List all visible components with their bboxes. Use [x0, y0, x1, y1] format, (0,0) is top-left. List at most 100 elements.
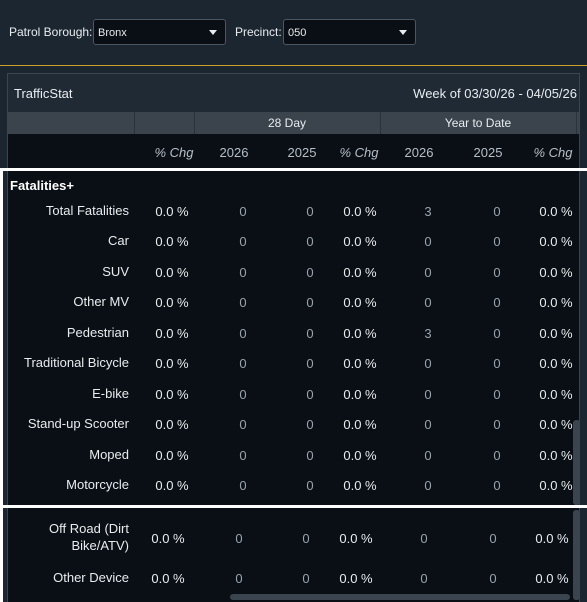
- table-cell: 0.0 %: [539, 417, 573, 432]
- table-cell: 0.0 %: [339, 571, 373, 586]
- table-row: 0.0 % 0 0 0.0 % 0 0 0.0 % Other Device: [0, 570, 587, 600]
- table-row: 0.0 % 0 0 0.0 % 3 0 0.0 % Pedestrian: [0, 325, 587, 355]
- precinct-select-value: 050: [288, 27, 307, 39]
- table-cell: 0: [424, 387, 432, 402]
- table-cell: 0.0 %: [343, 265, 377, 280]
- group-28-day: 28 Day: [267, 116, 307, 130]
- table-cell: 0: [424, 356, 432, 371]
- table-cell: 0.0 %: [539, 265, 573, 280]
- table-cell: 0: [306, 265, 314, 280]
- table-cell: 0: [493, 387, 501, 402]
- table-cell: 0: [424, 417, 432, 432]
- group-divider: [576, 112, 577, 134]
- table-row: 0.0 % 0 0 0.0 % 0 0 0.0 % Car: [0, 233, 587, 263]
- table-row: 0.0 % 0 0 0.0 % 0 0 0.0 % Motorcycle: [0, 477, 587, 507]
- table-cell: 0: [239, 326, 247, 341]
- row-label: Moped: [89, 447, 129, 462]
- precinct-select[interactable]: 050: [283, 19, 416, 45]
- table-cell: 0.0 %: [343, 478, 377, 493]
- borough-select[interactable]: Bronx: [93, 19, 226, 45]
- table-cell: 0.0 %: [539, 478, 573, 493]
- table-cell: 0: [239, 387, 247, 402]
- table-cell: 0: [493, 265, 501, 280]
- col-ytd-2025[interactable]: 2025: [473, 145, 503, 160]
- table-cell: 0: [420, 571, 428, 586]
- column-header-row: % Chg 2026 2025 % Chg 2026 2025 % Chg: [8, 134, 579, 168]
- table-cell: 0.0 %: [343, 204, 377, 219]
- table-cell: 0.0 %: [343, 234, 377, 249]
- col-ytd-pct-chg[interactable]: % Chg: [533, 145, 573, 160]
- row-label: E-bike: [92, 386, 129, 401]
- table-cell: 0.0 %: [155, 448, 189, 463]
- table-cell: 0: [493, 448, 501, 463]
- group-divider: [380, 112, 381, 134]
- borough-label: Patrol Borough:: [9, 25, 93, 39]
- table-cell: 0: [239, 478, 247, 493]
- table-cell: 0: [239, 356, 247, 371]
- panel-header: TrafficStat Week of 03/30/26 - 04/05/26: [8, 74, 579, 112]
- vertical-scrollbar[interactable]: [573, 420, 580, 505]
- table-cell: 0: [424, 265, 432, 280]
- group-year-to-date: Year to Date: [444, 116, 512, 130]
- table-cell: 0: [424, 478, 432, 493]
- column-group-header: 28 Day Year to Date: [8, 112, 579, 134]
- table-row: 0.0 % 0 0 0.0 % 0 0 0.0 % E-bike: [0, 386, 587, 416]
- table-cell: 0: [493, 326, 501, 341]
- filter-bar: Patrol Borough: Bronx Precinct: 050: [0, 0, 587, 66]
- table-cell: 0.0 %: [155, 326, 189, 341]
- table-cell: 0.0 %: [155, 295, 189, 310]
- table-cell: 0: [239, 295, 247, 310]
- section-border: [0, 168, 3, 506]
- table-cell: 0: [306, 448, 314, 463]
- horizontal-scrollbar[interactable]: [230, 594, 570, 600]
- table-cell: 0.0 %: [151, 571, 185, 586]
- table-cell: 0.0 %: [155, 387, 189, 402]
- table-cell: 0.0 %: [539, 448, 573, 463]
- table-row: 0.0 % 0 0 0.0 % 0 0 0.0 % Traditional Bicycle: [0, 355, 587, 385]
- table-cell: 0: [306, 356, 314, 371]
- section-divider: [0, 505, 587, 508]
- table-cell: 0: [306, 204, 314, 219]
- table-row: 0.0 % 0 0 0.0 % 0 0 0.0 % Moped: [0, 447, 587, 477]
- table-cell: 0.0 %: [539, 326, 573, 341]
- section-border: [0, 505, 3, 602]
- table-cell: 0.0 %: [151, 531, 185, 546]
- table-cell: 0.0 %: [539, 295, 573, 310]
- row-label: Stand-up Scooter: [27, 416, 129, 431]
- table-row: 0.0 % 0 0 0.0 % 0 0 0.0 % Off Road (Dirt Bike/AT…: [0, 521, 587, 561]
- table-cell: 0.0 %: [339, 531, 373, 546]
- table-row: 0.0 % 0 0 0.0 % 0 0 0.0 % Other MV: [0, 294, 587, 324]
- col-28day-pct-chg[interactable]: % Chg: [339, 145, 379, 160]
- col-28day-2025[interactable]: 2025: [287, 145, 317, 160]
- group-divider: [134, 112, 135, 134]
- table-cell: 0: [239, 448, 247, 463]
- table-cell: 0: [493, 234, 501, 249]
- trafficstat-panel: TrafficStat Week of 03/30/26 - 04/05/26 …: [7, 73, 580, 602]
- table-cell: 0: [302, 531, 310, 546]
- table-cell: 0.0 %: [155, 204, 189, 219]
- table-cell: 0: [239, 204, 247, 219]
- section-title: Fatalities+: [10, 178, 74, 193]
- table-row: 0.0 % 0 0 0.0 % 0 0 0.0 % SUV: [0, 264, 587, 294]
- table-cell: 0: [493, 356, 501, 371]
- col-ytd-2026[interactable]: 2026: [404, 145, 434, 160]
- table-cell: 0.0 %: [155, 234, 189, 249]
- vertical-scrollbar[interactable]: [573, 510, 580, 600]
- table-cell: 0.0 %: [539, 204, 573, 219]
- table-cell: 0: [493, 295, 501, 310]
- chevron-down-icon: [399, 30, 407, 35]
- table-cell: 0: [306, 295, 314, 310]
- col-28day-2026[interactable]: 2026: [219, 145, 249, 160]
- table-cell: 0.0 %: [535, 531, 569, 546]
- table-cell: 0.0 %: [343, 387, 377, 402]
- table-cell: 0.0 %: [535, 571, 569, 586]
- table-cell: 0: [235, 571, 243, 586]
- col-pct-chg[interactable]: % Chg: [154, 145, 194, 160]
- table-cell: 0: [306, 478, 314, 493]
- section-divider: [0, 168, 587, 171]
- table-cell: 0.0 %: [343, 295, 377, 310]
- precinct-label: Precinct:: [235, 25, 282, 39]
- table-cell: 0.0 %: [343, 417, 377, 432]
- row-label: SUV: [102, 264, 129, 279]
